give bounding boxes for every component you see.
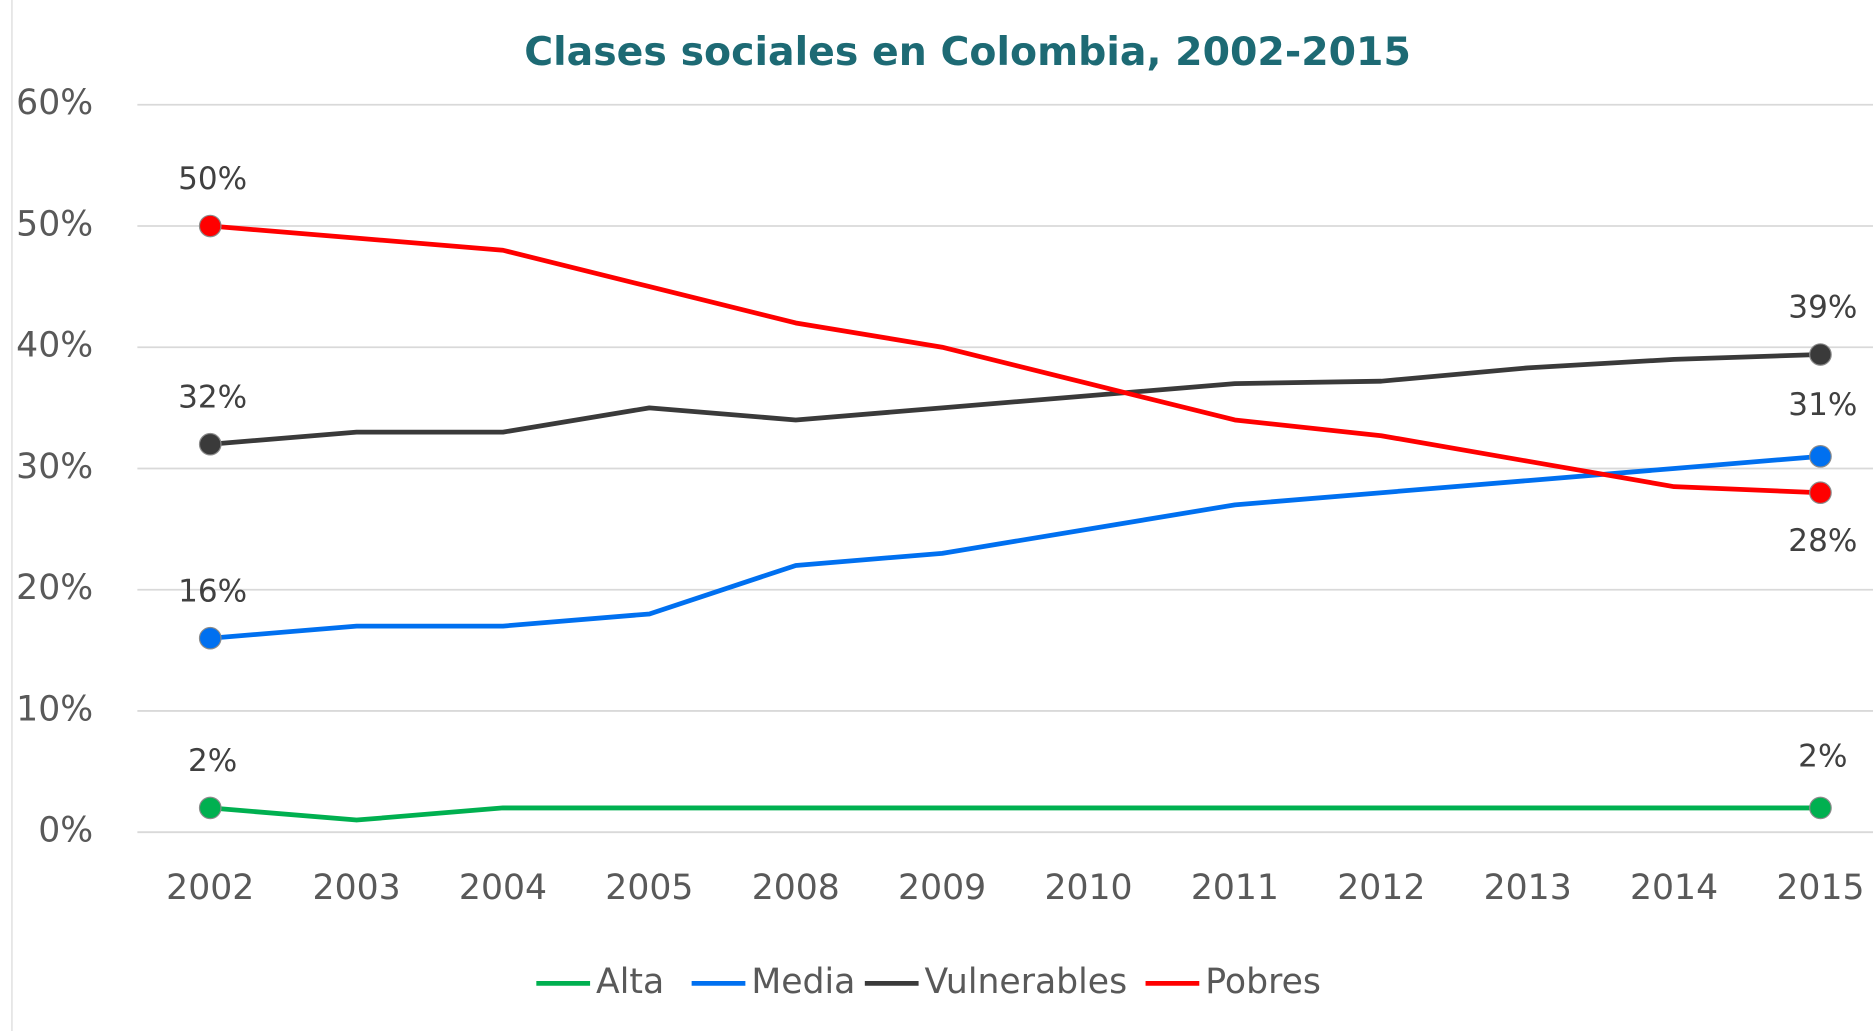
point-marker — [198, 432, 222, 456]
legend-label: Pobres — [1205, 962, 1321, 1002]
x-tick-label: 2009 — [898, 868, 986, 908]
point-marker — [198, 214, 222, 238]
data-label: 32% — [178, 380, 247, 416]
legend-label: Vulnerables — [925, 962, 1128, 1002]
y-tick-label: 40% — [16, 326, 93, 366]
x-tick-label: 2002 — [166, 868, 254, 908]
data-label: 39% — [1788, 290, 1857, 326]
y-tick-label: 60% — [16, 83, 93, 123]
y-tick-label: 20% — [16, 568, 93, 608]
x-tick-label: 2003 — [313, 868, 401, 908]
x-tick-label: 2012 — [1337, 868, 1425, 908]
y-tick-label: 10% — [16, 689, 93, 729]
point-marker — [1809, 343, 1832, 366]
point-marker — [1809, 445, 1832, 468]
series-line — [210, 223, 1821, 496]
x-tick-label: 2005 — [605, 868, 693, 908]
x-tick-label: 2013 — [1484, 868, 1572, 908]
y-tick-label: 0% — [38, 811, 93, 851]
chart-title: Clases sociales en Colombia, 2002-2015 — [524, 29, 1411, 75]
series-line — [210, 805, 1821, 823]
y-tick-label: 30% — [16, 447, 93, 487]
series-line — [210, 453, 1821, 641]
legend-label: Alta — [596, 962, 664, 1002]
x-tick-label: 2008 — [752, 868, 840, 908]
point-marker — [1809, 796, 1832, 820]
x-tick-label: 2004 — [459, 868, 547, 908]
legend-label: Media — [751, 962, 855, 1002]
x-tick-label: 2015 — [1776, 868, 1864, 908]
x-tick-label: 2010 — [1044, 868, 1132, 908]
x-tick-label: 2014 — [1630, 868, 1718, 908]
data-label: 28% — [1788, 523, 1857, 559]
x-tick-label: 2011 — [1191, 868, 1279, 908]
data-label: 2% — [1798, 738, 1847, 774]
point-marker — [1809, 481, 1832, 505]
series-line — [210, 352, 1821, 447]
data-label: 16% — [178, 573, 247, 609]
point-marker — [198, 626, 222, 650]
point-marker — [198, 796, 222, 820]
data-label: 50% — [178, 161, 247, 197]
data-label: 31% — [1788, 387, 1857, 423]
y-tick-label: 50% — [16, 205, 93, 245]
data-label: 2% — [188, 743, 237, 779]
